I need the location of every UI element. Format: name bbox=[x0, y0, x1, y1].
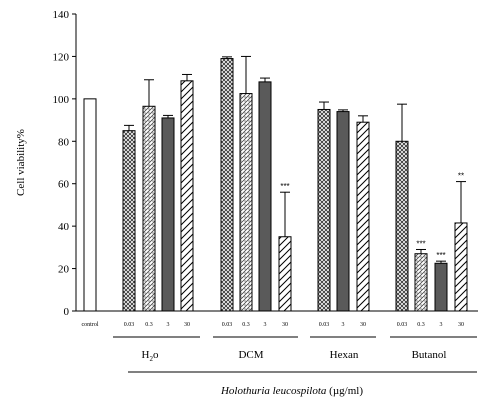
bar bbox=[142, 105, 156, 312]
x-tick-label: control bbox=[82, 322, 99, 328]
x-axis-title-species: Holothuria leucospilota bbox=[220, 385, 327, 397]
x-tick-label: 3 bbox=[440, 322, 443, 328]
bar bbox=[414, 253, 428, 312]
group-label: Butanol bbox=[412, 349, 447, 361]
y-tick-label: 100 bbox=[53, 94, 70, 106]
group-name: DCM bbox=[238, 349, 263, 361]
labels: 0 20 40 60 80 100 120 140 Cell viability% control… bbox=[15, 9, 464, 397]
y-tick-label: 140 bbox=[53, 9, 70, 21]
group-subscript: 2 bbox=[149, 355, 153, 363]
x-tick-label: 0.3 bbox=[417, 322, 425, 328]
x-tick-label: 3 bbox=[167, 322, 170, 328]
group-name: Hexan bbox=[330, 349, 359, 361]
y-tick-label: 40 bbox=[58, 221, 70, 233]
group-name: H bbox=[142, 349, 150, 361]
x-tick-label: 3 bbox=[342, 322, 345, 328]
y-tick-label: 120 bbox=[53, 51, 70, 63]
bar bbox=[180, 80, 194, 312]
y-tick-label: 80 bbox=[58, 136, 70, 148]
significance-label: *** bbox=[416, 239, 425, 248]
bar bbox=[395, 140, 409, 312]
bar bbox=[336, 111, 350, 312]
group-label: DCM bbox=[238, 349, 263, 361]
bar bbox=[161, 117, 175, 312]
bar bbox=[317, 108, 331, 312]
x-tick-label: 0.03 bbox=[222, 322, 233, 328]
x-axis-title: Holothuria leucospilota (µg/ml) bbox=[220, 385, 363, 397]
y-tick-label: 0 bbox=[64, 306, 70, 318]
bar bbox=[258, 81, 272, 312]
bar bbox=[239, 93, 253, 312]
x-tick-label: 0.3 bbox=[145, 322, 153, 328]
x-tick-label: 30 bbox=[458, 322, 464, 328]
significance-label: *** bbox=[280, 182, 289, 191]
x-tick-label: 30 bbox=[282, 322, 288, 328]
group-label: Hexan bbox=[330, 349, 359, 361]
x-tick-label: 30 bbox=[184, 322, 190, 328]
x-axis-title-unit: (µg/ml) bbox=[326, 385, 363, 397]
x-tick-label: 30 bbox=[360, 322, 366, 328]
group-label: H2o bbox=[142, 349, 159, 363]
significance-label: ** bbox=[458, 172, 464, 181]
bar bbox=[454, 222, 468, 312]
bars bbox=[83, 55, 468, 312]
x-tick-label: 3 bbox=[264, 322, 267, 328]
x-tick-label: 0.03 bbox=[397, 322, 408, 328]
bar bbox=[83, 98, 97, 312]
significance-label: *** bbox=[436, 251, 445, 260]
x-tick-label: 0.03 bbox=[124, 322, 135, 328]
bar bbox=[356, 121, 370, 312]
y-tick-label: 20 bbox=[58, 264, 70, 276]
y-tick-label: 60 bbox=[58, 179, 70, 191]
group-suffix: o bbox=[153, 349, 159, 361]
x-tick-label: 0.3 bbox=[242, 322, 250, 328]
y-axis-title: Cell viability% bbox=[15, 129, 27, 196]
bar bbox=[278, 236, 292, 312]
bar bbox=[122, 130, 136, 312]
x-tick-label: 0.03 bbox=[319, 322, 330, 328]
group-name: Butanol bbox=[412, 349, 447, 361]
bar bbox=[434, 262, 448, 312]
bar bbox=[220, 58, 234, 312]
